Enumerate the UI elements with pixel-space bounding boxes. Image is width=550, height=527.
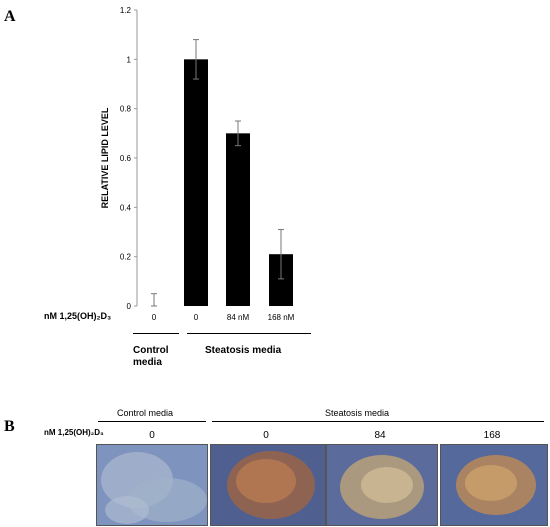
panel-b-control-rule (98, 421, 206, 422)
y-axis-title: RELATIVE LIPID LEVEL (100, 107, 110, 208)
panel-b-letter: B (4, 418, 15, 435)
y-tick-label: 0.2 (120, 253, 132, 262)
bar (184, 59, 208, 307)
x-tick-label: 168 nM (268, 313, 295, 322)
panel-b-steatosis-rule (212, 421, 544, 422)
micrograph-control-0 (96, 444, 208, 526)
panel-b-dose-1: 0 (263, 430, 269, 441)
panel-a-dose-header: nM 1,25(OH)₂D₃ (44, 311, 112, 321)
control-group-rule (133, 333, 179, 334)
y-tick-label: 0 (127, 302, 132, 311)
micrograph-steatosis-168-image (441, 445, 547, 525)
micrograph-steatosis-0-image (211, 445, 325, 525)
steatosis-group-rule (187, 333, 311, 334)
y-tick-label: 0.4 (120, 203, 132, 212)
panel-b-steatosis-label: Steatosis media (325, 408, 390, 418)
y-tick-label: 1 (127, 55, 132, 64)
micrograph-control-0-image (97, 445, 207, 525)
y-axis: 0 0.2 0.4 0.6 0.8 1 1.2 (120, 6, 138, 311)
micrograph-steatosis-84 (326, 444, 438, 526)
steatosis-group-label: Steatosis media (205, 345, 282, 356)
x-tick-label: 0 (194, 313, 199, 322)
x-tick-label: 0 (152, 313, 157, 322)
panel-b-dose-3: 168 (483, 430, 501, 441)
micrograph-steatosis-84-image (327, 445, 437, 525)
control-group-label: Control media (133, 345, 169, 368)
x-tick-label: 84 nM (227, 313, 250, 322)
bar (226, 133, 250, 306)
panel-b-control-label: Control media (117, 408, 174, 418)
x-tick-labels: 0 0 84 nM 168 nM (152, 313, 295, 322)
lipid-bar-chart: 0 0.2 0.4 0.6 0.8 1 1.2 0 0 84 nM 168 nM RELATIVE… (100, 6, 295, 322)
micrograph-steatosis-0 (210, 444, 326, 526)
micrograph-steatosis-168 (440, 444, 548, 526)
y-tick-label: 1.2 (120, 6, 132, 15)
panel-b-dose-0: 0 (149, 430, 155, 441)
y-tick-label: 0.8 (120, 105, 132, 114)
panel-b-dose-header: nM 1,25(OH)₂D₃ (44, 428, 104, 437)
y-tick-label: 0.6 (120, 154, 132, 163)
panel-b-dose-2: 84 (374, 430, 386, 441)
bars (151, 39, 293, 307)
panel-a-letter: A (4, 8, 16, 25)
